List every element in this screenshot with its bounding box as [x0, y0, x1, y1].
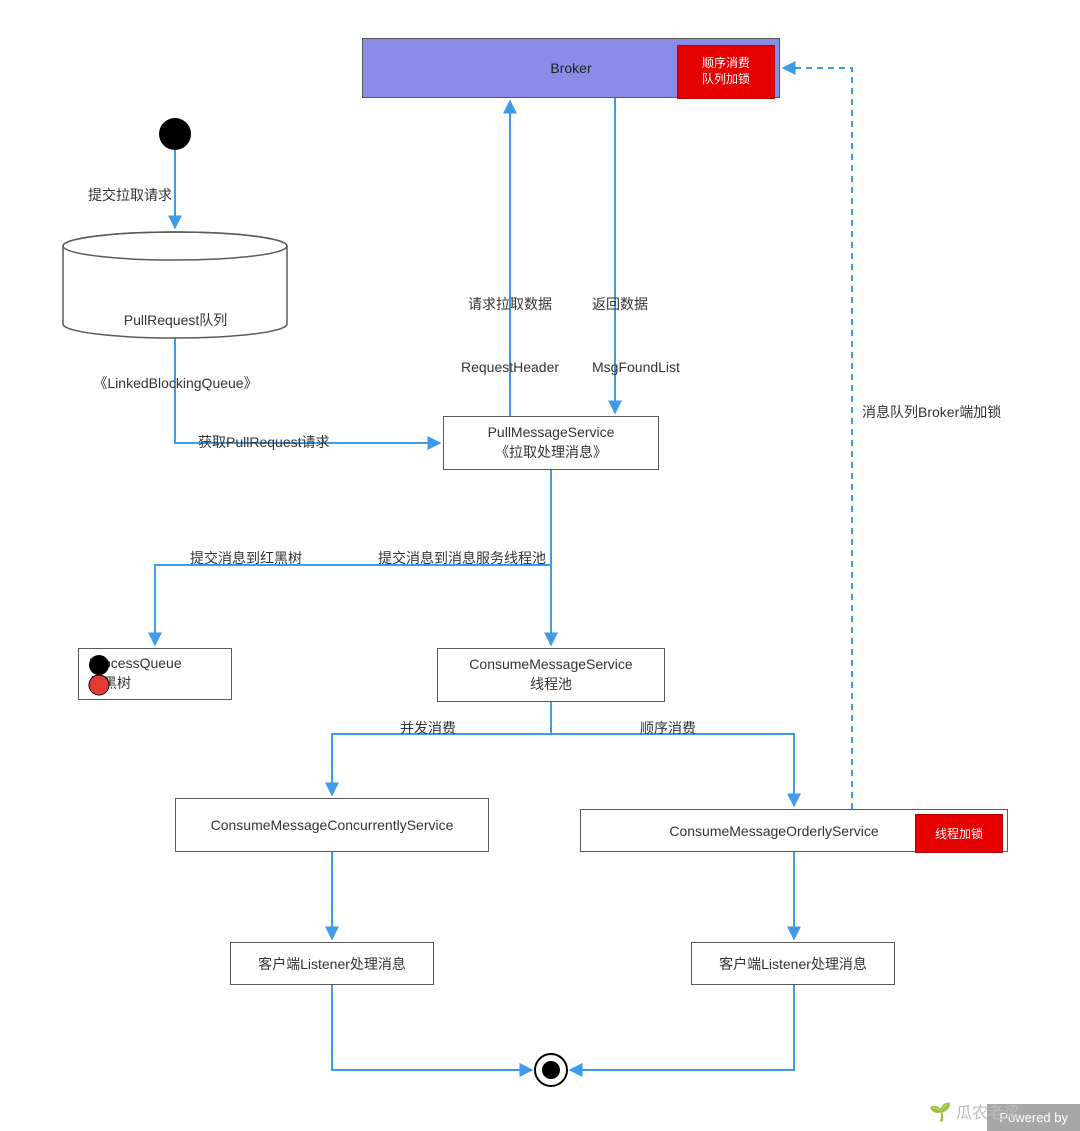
- broker-badge-line2: 队列加锁: [702, 72, 750, 88]
- orderly-edge-label: 顺序消费: [640, 718, 696, 738]
- concurrent-edge-label: 并发消费: [400, 718, 456, 738]
- cms-line1: ConsumeMessageService: [469, 655, 632, 675]
- resp-line2: MsgFoundList: [592, 357, 722, 378]
- cylinder-line1: PullRequest队列: [63, 310, 288, 331]
- orderly-badge-text: 线程加锁: [935, 825, 983, 842]
- broker-badge: 顺序消费 队列加锁: [677, 45, 775, 99]
- to-rbtree-label: 提交消息到红黑树: [190, 548, 302, 568]
- req-line1: 请求拉取数据: [440, 294, 580, 315]
- msg-found-label: 返回数据 MsgFoundList: [592, 252, 722, 399]
- concurrent-label: ConsumeMessageConcurrentlyService: [211, 817, 454, 833]
- watermark-text: 瓜农老梁: [956, 1105, 1020, 1122]
- cylinder-text: PullRequest队列 《LinkedBlockingQueue》: [63, 268, 288, 415]
- orderly-badge: 线程加锁: [915, 814, 1003, 853]
- pull-msg-line2: 《拉取处理消息》: [495, 443, 607, 463]
- pq-line1: ProcessQueue: [89, 654, 182, 674]
- process-queue-node: ProcessQueue 红黑树: [78, 648, 232, 700]
- orderly-label: ConsumeMessageOrderlyService: [669, 823, 878, 839]
- resp-line1: 返回数据: [592, 294, 722, 315]
- to-pool-label: 提交消息到消息服务线程池: [378, 548, 546, 568]
- cms-line2: 线程池: [530, 675, 572, 695]
- orderly-service-node: ConsumeMessageOrderlyService 线程加锁: [580, 809, 1008, 852]
- pq-line2: 红黑树: [89, 674, 131, 694]
- end-circle-icon: [531, 1050, 571, 1090]
- watermark: 🌱 瓜农老梁: [929, 1099, 1020, 1123]
- pull-message-service-node: PullMessageService 《拉取处理消息》: [443, 416, 659, 470]
- listener-left-node: 客户端Listener处理消息: [230, 942, 434, 985]
- broker-node: Broker 顺序消费 队列加锁: [362, 38, 780, 98]
- start-circle-icon: [155, 114, 195, 154]
- get-pull-label: 获取PullRequest请求: [198, 432, 330, 452]
- broker-lock-label: 消息队列Broker端加锁: [862, 402, 1001, 422]
- cylinder-line2: 《LinkedBlockingQueue》: [63, 373, 288, 394]
- pull-msg-line1: PullMessageService: [488, 423, 615, 443]
- listener-right-label: 客户端Listener处理消息: [719, 954, 867, 974]
- listener-right-node: 客户端Listener处理消息: [691, 942, 895, 985]
- consume-message-service-node: ConsumeMessageService 线程池: [437, 648, 665, 702]
- submit-pull-label: 提交拉取请求: [88, 185, 172, 205]
- req-header-label: 请求拉取数据 RequestHeader: [440, 252, 580, 399]
- broker-badge-line1: 顺序消费: [702, 56, 750, 72]
- concurrent-service-node: ConsumeMessageConcurrentlyService: [175, 798, 489, 852]
- broker-label: Broker: [550, 60, 591, 76]
- req-line2: RequestHeader: [440, 357, 580, 378]
- listener-left-label: 客户端Listener处理消息: [258, 954, 406, 974]
